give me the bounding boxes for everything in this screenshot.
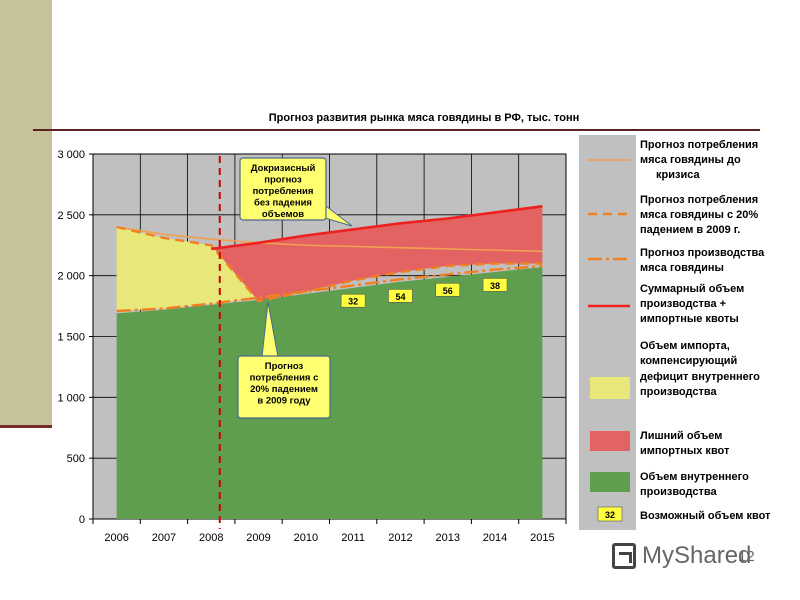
drop-callout-box — [237, 355, 331, 419]
legend-label-domestic_area: производства — [640, 486, 717, 498]
legend-swatch-column — [579, 135, 636, 530]
x-tick-label: 2009 — [246, 532, 270, 544]
precrisis-callout-text: прогноз — [264, 175, 302, 186]
legend-label-total: производства + — [640, 298, 726, 310]
quota-label: 32 — [348, 297, 358, 307]
legend-label-excess_area: Лишний объем — [640, 430, 722, 442]
x-tick-label: 2012 — [388, 532, 412, 544]
precrisis-callout-box — [239, 157, 327, 221]
drop-callout-text: 20% падением — [250, 384, 318, 395]
quota-label: 56 — [443, 286, 453, 296]
y-tick-label: 1 500 — [57, 332, 85, 344]
total-supply-line — [211, 205, 543, 251]
legend-quota-value: 32 — [605, 510, 615, 520]
x-tick-label: 2010 — [294, 532, 318, 544]
page-number: 12 — [738, 548, 755, 565]
y-tick-label: 2 500 — [57, 210, 85, 222]
title-divider — [33, 129, 760, 131]
legend-label-precrisis: кризиса — [656, 169, 700, 181]
quota-label: 38 — [490, 281, 500, 291]
legend-label-production: Прогноз производства — [640, 247, 765, 259]
legend-label-import_area: дефицит внутреннего — [640, 371, 760, 383]
legend-label-production: мяса говядины — [640, 262, 724, 274]
legend-label-precrisis: мяса говядины до — [640, 154, 741, 166]
quota-label-box — [482, 278, 508, 292]
decorative-side-bar — [0, 0, 52, 425]
quota-label-box — [388, 289, 413, 303]
legend-label-domestic_area: Объем внутреннего — [640, 471, 749, 483]
x-tick-label: 2014 — [483, 532, 507, 544]
import-deficit-area — [116, 227, 259, 311]
y-tick-label: 0 — [79, 514, 85, 526]
x-tick-label: 2011 — [341, 532, 365, 544]
legend-label-consumption: падением в 2009 г. — [640, 224, 740, 236]
legend-excess-swatch — [590, 431, 630, 451]
precrisis-callout-text: потребления — [253, 186, 314, 197]
legend-label-import_area: компенсирующий — [640, 355, 737, 367]
y-tick-label: 3 000 — [57, 149, 85, 161]
legend-label-total: Суммарный объем — [640, 283, 744, 295]
precrisis-consumption-line — [116, 226, 543, 253]
y-tick-label: 500 — [67, 453, 85, 465]
legend-label-import_area: Объем импорта, — [640, 340, 730, 352]
precrisis-callout-text: без падения — [254, 198, 312, 209]
legend-label-quota_box: Возможный объем квот — [640, 510, 771, 522]
x-tick-label: 2008 — [199, 532, 223, 544]
legend-label-consumption: мяса говядины с 20% — [640, 209, 758, 221]
precrisis-callout-text: Докризисный — [251, 163, 316, 174]
legend-label-precrisis: Прогноз потребления — [640, 139, 758, 151]
chart-title: Прогноз развития рынка мяса говядины в Р… — [269, 112, 579, 124]
presentation-icon — [612, 543, 636, 569]
x-tick-label: 2006 — [104, 532, 128, 544]
drop-callout-text: в 2009 году — [257, 396, 311, 407]
consumption-forecast-line — [116, 225, 543, 303]
legend-label-consumption: Прогноз потребления — [640, 194, 758, 206]
decorative-side-rule — [0, 425, 52, 428]
production-forecast-line — [116, 264, 543, 313]
x-tick-label: 2007 — [152, 532, 176, 544]
x-tick-label: 2015 — [530, 532, 554, 544]
watermark-text: MyShared — [642, 542, 752, 569]
legend-label-total: импортные квоты — [640, 313, 739, 325]
quota-label: 54 — [395, 292, 405, 302]
y-tick-label: 2 000 — [57, 271, 85, 283]
legend-label-import_area: производства — [640, 386, 717, 398]
drop-callout-text: потребления с — [250, 373, 319, 384]
drop-callout-text: Прогноз — [265, 361, 304, 372]
quota-label-box — [435, 282, 461, 297]
watermark: MyShared — [612, 538, 751, 574]
y-tick-label: 1 000 — [57, 392, 85, 404]
legend-import-swatch — [590, 377, 630, 399]
quota-label-box — [340, 293, 366, 308]
legend-quota-swatch — [597, 506, 623, 522]
legend-domestic-swatch — [590, 472, 630, 492]
x-tick-label: 2013 — [436, 532, 460, 544]
precrisis-callout-text: объемов — [262, 209, 304, 220]
legend-label-excess_area: импортных квот — [640, 445, 730, 457]
excess-quota-area — [211, 206, 543, 302]
